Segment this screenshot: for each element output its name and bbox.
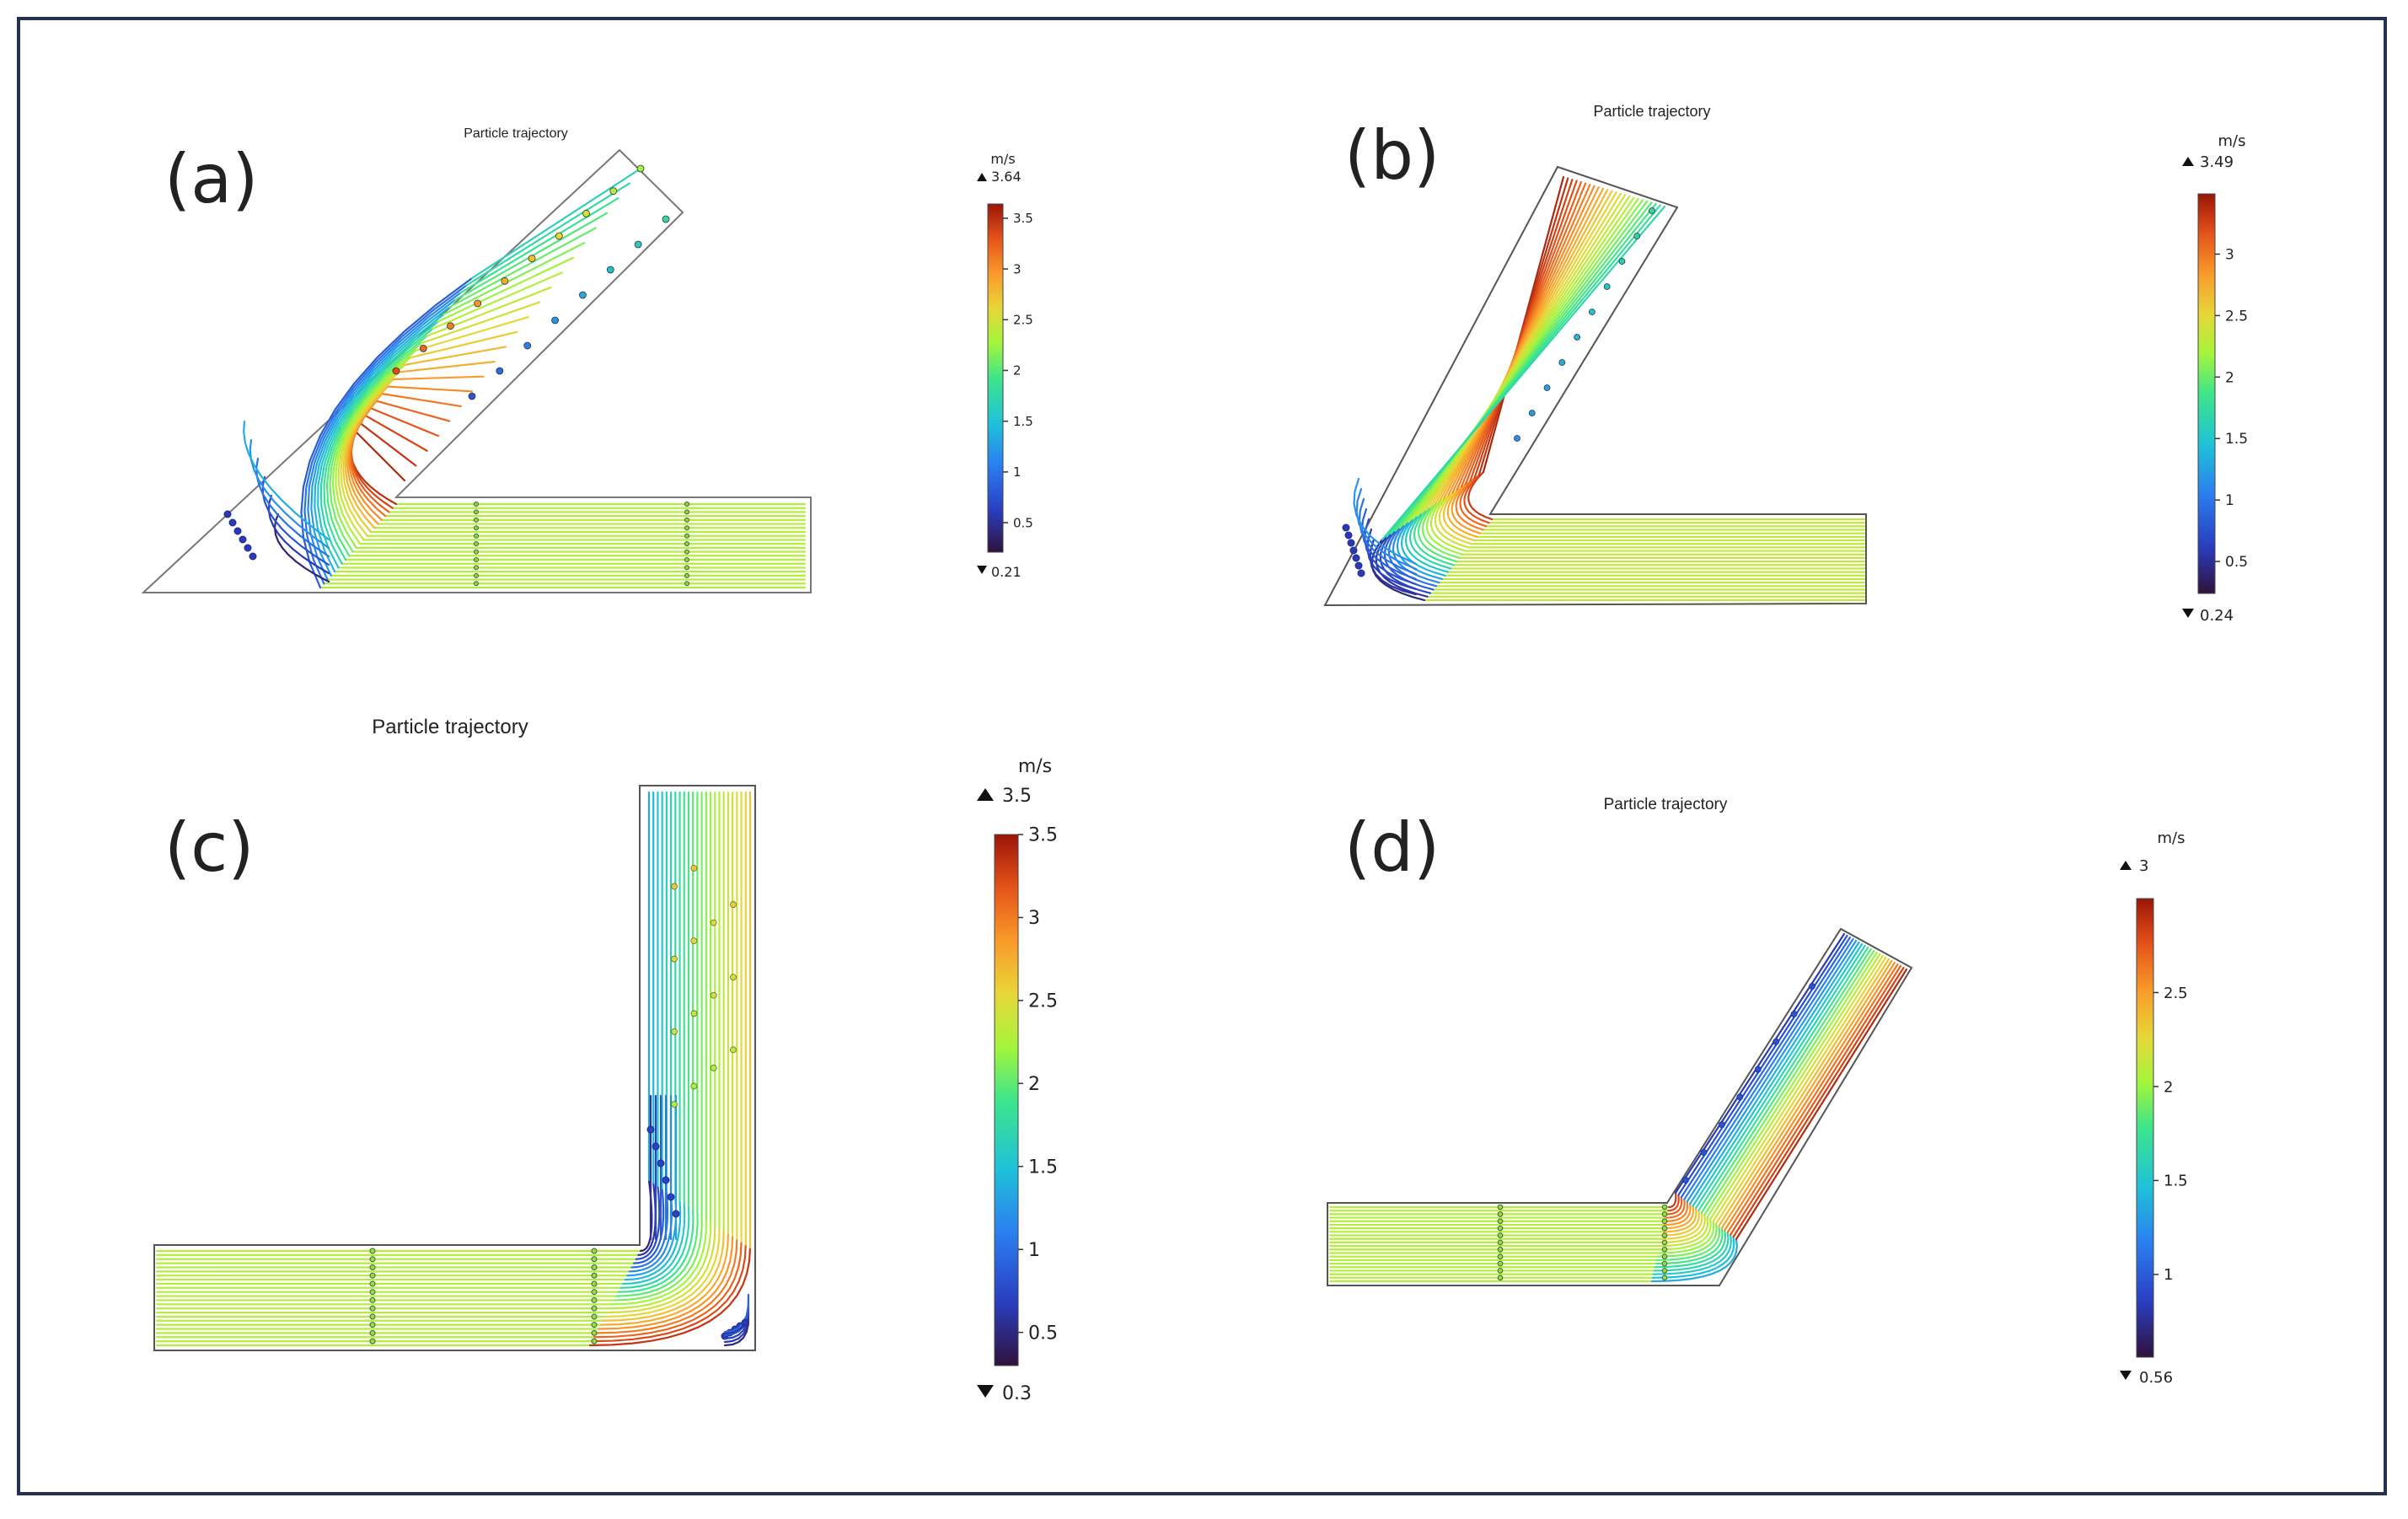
panel-a-letter: (a) (164, 140, 258, 218)
panel-b-max: 3.49 (2200, 153, 2234, 171)
min-triangle-icon (977, 1385, 994, 1398)
panel-c-unit: m/s (1018, 756, 1052, 777)
colorbar-tick-label: 1.5 (2225, 431, 2248, 448)
min-triangle-icon (977, 566, 987, 574)
panel-b-title: Particle trajectory (1593, 103, 1710, 120)
panel-b-colorbar: m/s 3.49 3 2.5 2 1.5 1 0.5 0.24 (2182, 132, 2248, 625)
colorbar-tick-label: 2 (2164, 1078, 2173, 1096)
panel-b-colorbar-ticks: 3 2.5 2 1.5 1 0.5 (2215, 246, 2248, 571)
panel-d-unit: m/s (2158, 829, 2185, 847)
colorbar-tick-label: 1 (2164, 1266, 2173, 1284)
panel-c: (c) Particle trajectory m/s 3.5 3.5 3 2.5 2… (153, 716, 1058, 1404)
colorbar-tick-label: 1 (2225, 492, 2234, 509)
panel-d-streamlines (1328, 932, 1908, 1283)
panel-a-title: Particle trajectory (464, 126, 568, 141)
min-triangle-icon (2182, 609, 2194, 618)
panel-a-domain (141, 148, 812, 593)
min-triangle-icon (2120, 1371, 2132, 1380)
panel-c-max: 3.5 (1002, 786, 1032, 807)
panel-d-domain (1327, 927, 1913, 1286)
max-triangle-icon (2182, 157, 2194, 166)
colorbar-tick-label: 2.5 (2225, 308, 2248, 325)
panel-a: (a) Particle trajectory m/s 3.64 3.5 3 2.5… (141, 126, 1033, 593)
panel-c-colorbar-bar (994, 834, 1019, 1366)
figure-frame (17, 17, 2387, 1495)
panel-b-streamlines (1342, 175, 1866, 602)
colorbar-tick-label: 3 (1013, 261, 1022, 276)
panel-d: (d) Particle trajectory m/s 3 2.5 2 1.5 1 0… (1327, 796, 2188, 1387)
panel-c-domain (153, 785, 756, 1351)
panel-d-colorbar: m/s 3 2.5 2 1.5 1 0.56 (2120, 829, 2188, 1387)
panel-d-title: Particle trajectory (1604, 796, 1728, 813)
panel-c-colorbar-ticks: 3.5 3 2.5 2 1.5 1 0.5 (1018, 825, 1058, 1344)
colorbar-tick-label: 2 (2225, 369, 2234, 386)
colorbar-tick-label: 1.5 (1028, 1157, 1058, 1178)
colorbar-tick-label: 2 (1013, 363, 1022, 378)
panel-c-streamlines (155, 791, 752, 1347)
panel-c-min: 0.3 (1002, 1383, 1032, 1404)
panel-d-letter: (d) (1344, 808, 1440, 887)
colorbar-tick-label: 3 (1028, 908, 1040, 929)
panel-c-colorbar: m/s 3.5 3.5 3 2.5 2 1.5 1 0.5 0.3 (977, 756, 1058, 1404)
panel-d-max: 3 (2139, 857, 2148, 875)
colorbar-tick-label: 1.5 (2164, 1173, 2188, 1190)
colorbar-tick-label: 1 (1028, 1240, 1040, 1261)
colorbar-tick-label: 2.5 (1013, 313, 1033, 328)
max-triangle-icon (977, 173, 987, 181)
colorbar-tick-label: 0.5 (1028, 1323, 1058, 1344)
colorbar-tick-label: 3.5 (1028, 825, 1058, 846)
panel-b-min: 0.24 (2200, 607, 2234, 625)
colorbar-tick-label: 1 (1013, 464, 1022, 480)
panel-a-min: 0.21 (991, 564, 1022, 580)
panel-b-unit: m/s (2218, 132, 2246, 150)
colorbar-tick-label: 3.5 (1013, 211, 1033, 226)
panel-a-streamlines (223, 164, 807, 589)
panel-d-min: 0.56 (2139, 1369, 2173, 1387)
panel-c-title: Particle trajectory (372, 716, 528, 738)
colorbar-tick-label: 2.5 (2164, 985, 2188, 1002)
panel-b-domain (1323, 165, 1867, 607)
colorbar-tick-label: 0.5 (1013, 515, 1033, 530)
colorbar-tick-label: 1.5 (1013, 414, 1033, 429)
panel-b: (b) Particle trajectory m/s 3.49 3 2.5 2 1.… (1323, 103, 2248, 625)
colorbar-tick-label: 3 (2225, 246, 2234, 263)
panel-a-colorbar-bar (987, 203, 1004, 553)
panel-d-colorbar-bar (2136, 898, 2154, 1358)
colorbar-tick-label: 2.5 (1028, 991, 1058, 1012)
panel-d-colorbar-ticks: 2.5 2 1.5 1 (2153, 985, 2188, 1284)
panel-c-letter: (c) (164, 808, 254, 887)
colorbar-tick-label: 0.5 (2225, 554, 2248, 571)
panel-b-letter: (b) (1344, 116, 1440, 195)
panel-a-unit: m/s (990, 151, 1015, 167)
max-triangle-icon (2120, 861, 2132, 870)
panel-b-colorbar-bar (2197, 193, 2216, 594)
panel-a-colorbar-ticks: 3.5 3 2.5 2 1.5 1 0.5 (1003, 211, 1033, 530)
max-triangle-icon (977, 788, 994, 801)
panel-a-colorbar: m/s 3.64 3.5 3 2.5 2 1.5 1 0.5 0.21 (977, 151, 1033, 580)
panel-a-max: 3.64 (991, 169, 1022, 185)
colorbar-tick-label: 2 (1028, 1074, 1040, 1095)
